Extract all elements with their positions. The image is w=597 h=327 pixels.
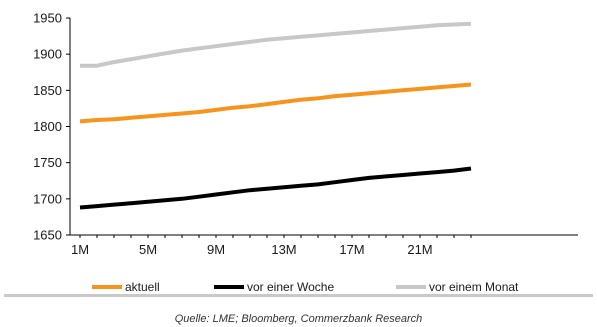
x-tick-label: 1M xyxy=(71,242,89,257)
line-chart: 1650 1700 1750 1800 1850 1900 1950 1M 5M 9M 13M 17… xyxy=(33,11,578,294)
x-tick-label: 13M xyxy=(271,242,296,257)
x-tick-label: 21M xyxy=(407,242,432,257)
y-axis-ticks: 1650 1700 1750 1800 1850 1900 1950 xyxy=(33,11,70,243)
legend-label: aktuell xyxy=(125,280,160,294)
divider xyxy=(4,294,593,297)
series-line xyxy=(80,21,472,68)
source-note: Quelle: LME; Bloomberg, Commerzbank Rese… xyxy=(174,313,423,325)
x-tick-label: 17M xyxy=(339,242,364,257)
x-axis-ticks: 1M 5M 9M 13M 17M 21M xyxy=(71,235,472,257)
y-tick-label: 1900 xyxy=(33,47,62,62)
y-tick-label: 1700 xyxy=(33,191,62,206)
y-tick-label: 1750 xyxy=(33,155,62,170)
y-tick-label: 1950 xyxy=(33,11,62,26)
y-tick-label: 1800 xyxy=(33,119,62,134)
x-tick-label: 9M xyxy=(207,242,225,257)
series-line xyxy=(79,82,472,124)
series-line xyxy=(79,166,472,210)
series-lines xyxy=(79,21,472,210)
y-tick-label: 1850 xyxy=(33,83,62,98)
y-tick-label: 1650 xyxy=(33,228,62,243)
x-tick-label: 5M xyxy=(139,242,157,257)
legend: aktuell vor einer Woche vor einem Monat xyxy=(92,280,519,294)
legend-label: vor einem Monat xyxy=(429,280,519,294)
legend-label: vor einer Woche xyxy=(247,280,334,294)
